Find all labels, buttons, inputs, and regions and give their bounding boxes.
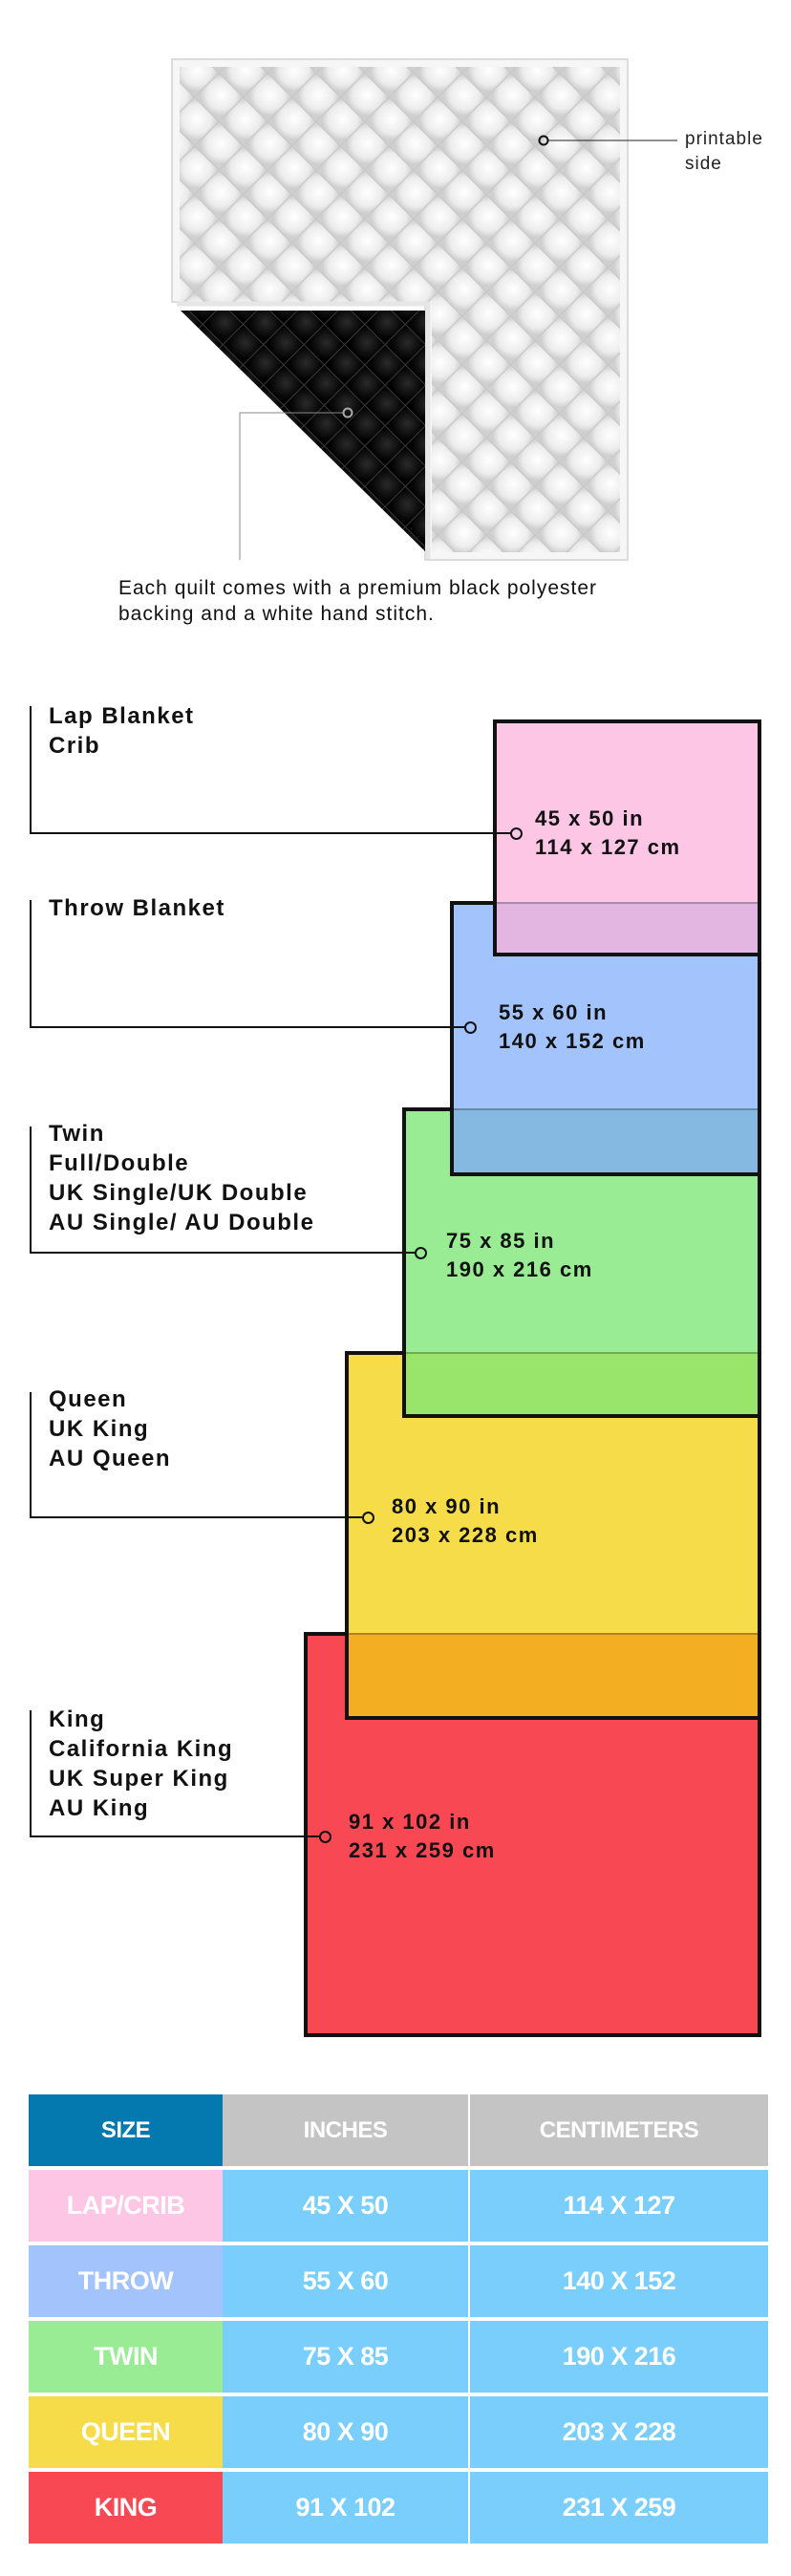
caption-line: backing and a white hand stitch. (118, 603, 435, 625)
size-name: Crib (49, 733, 100, 759)
size-name: UK King (49, 1416, 150, 1442)
table-cell-size: QUEEN (29, 2396, 223, 2468)
table-cell-cm: 140 X 152 (470, 2245, 768, 2317)
size-label-king: King California King UK Super King AU Ki… (49, 1705, 233, 1823)
marker-dot (319, 1831, 331, 1843)
leader-line (30, 1516, 362, 1518)
table-cell-cm: 203 X 228 (470, 2396, 768, 2468)
table-header-inches: INCHES (223, 2094, 468, 2166)
printable-label-line: printable (685, 129, 763, 149)
overlap-queen-king (349, 1633, 758, 1716)
dims-king: 91 x 102 in 231 x 259 cm (349, 1808, 496, 1865)
table-cell-inches: 91 X 102 (223, 2472, 468, 2544)
dims-cm: 190 x 216 cm (446, 1257, 593, 1281)
size-name: California King (49, 1736, 234, 1762)
size-name: UK Single/UK Double (49, 1180, 309, 1206)
backing-marker (342, 407, 353, 419)
dims-inches: 45 x 50 in (535, 806, 645, 830)
marker-dot (464, 1021, 477, 1034)
printable-side-label: printable side (685, 127, 763, 177)
size-name: Full/Double (49, 1150, 190, 1176)
dims-cm: 114 x 127 cm (535, 835, 681, 859)
dims-inches: 80 x 90 in (392, 1494, 502, 1518)
dims-inches: 91 x 102 in (349, 1810, 471, 1834)
table-header-centimeters: CENTIMETERS (470, 2094, 768, 2166)
marker-dot (362, 1512, 374, 1524)
dims-throw: 55 x 60 in 140 x 152 cm (499, 998, 646, 1056)
size-name: King (49, 1707, 106, 1732)
leader-line (30, 706, 32, 834)
leader-line (30, 1710, 32, 1837)
leader-line (30, 1252, 416, 1254)
table-header-size: SIZE (29, 2094, 223, 2166)
overlap-lap-throw (497, 902, 758, 953)
table-cell-inches: 75 X 85 (223, 2321, 468, 2393)
table-cell-inches: 80 X 90 (223, 2396, 468, 2468)
printable-label-line: side (685, 154, 722, 174)
size-name: UK Super King (49, 1766, 229, 1792)
table-cell-cm: 114 X 127 (470, 2170, 768, 2242)
size-name: Twin (49, 1121, 105, 1147)
table-cell-inches: 45 X 50 (223, 2170, 468, 2242)
overlap-throw-twin (454, 1108, 758, 1172)
table-cell-cm: 190 X 216 (470, 2321, 768, 2393)
dims-queen: 80 x 90 in 203 x 228 cm (392, 1492, 539, 1550)
size-label-queen: Queen UK King AU Queen (49, 1385, 171, 1473)
size-label-throw: Throw Blanket (49, 893, 225, 923)
quilt-illustration (171, 58, 677, 561)
leader-line (30, 832, 511, 834)
leader-line (30, 1392, 32, 1518)
quilt-backing (181, 311, 425, 551)
leader-line (30, 1835, 319, 1837)
marker-dot (510, 827, 523, 840)
caption-line: Each quilt comes with a premium black po… (118, 577, 598, 599)
dims-cm: 203 x 228 cm (392, 1523, 539, 1547)
size-label-lap: Lap Blanket Crib (49, 701, 195, 761)
table-cell-inches: 55 X 60 (223, 2245, 468, 2317)
size-name: AU Queen (49, 1446, 172, 1471)
marker-dot (415, 1247, 427, 1259)
backing-caption: Each quilt comes with a premium black po… (118, 575, 597, 627)
size-name: Queen (49, 1386, 128, 1412)
dims-cm: 231 x 259 cm (349, 1838, 496, 1862)
overlap-twin-queen (406, 1352, 758, 1414)
leader-line (30, 1026, 465, 1028)
dims-inches: 75 x 85 in (446, 1229, 556, 1253)
dims-twin: 75 x 85 in 190 x 216 cm (446, 1227, 593, 1284)
leader-line (30, 900, 32, 1028)
table-cell-cm: 231 X 259 (470, 2472, 768, 2544)
table-cell-size: KING (29, 2472, 223, 2544)
printable-side-marker (538, 135, 549, 146)
leader-line (30, 1127, 32, 1254)
dims-inches: 55 x 60 in (499, 1000, 609, 1024)
size-name: Lap Blanket (49, 703, 195, 729)
size-label-twin: Twin Full/Double UK Single/UK Double AU … (49, 1119, 314, 1237)
size-name: AU King (49, 1795, 150, 1821)
table-cell-size: TWIN (29, 2321, 223, 2393)
table-cell-size: THROW (29, 2245, 223, 2317)
dims-cm: 140 x 152 cm (499, 1029, 646, 1053)
size-name: AU Single/ AU Double (49, 1210, 315, 1235)
dims-lap: 45 x 50 in 114 x 127 cm (535, 805, 681, 862)
size-name: Throw Blanket (49, 895, 225, 921)
table-cell-size: LAP/CRIB (29, 2170, 223, 2242)
